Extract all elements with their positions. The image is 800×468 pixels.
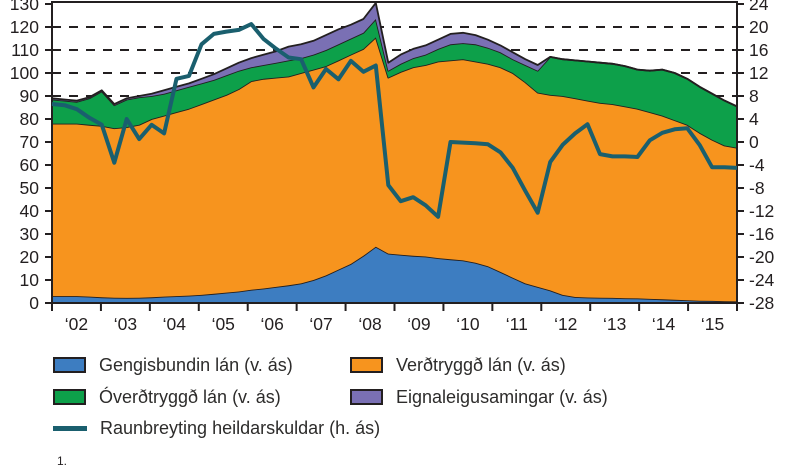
y-right-tick-label: 20 <box>749 17 769 37</box>
legend-swatch-eignaleigusamingar <box>350 389 383 405</box>
y-left-tick-label: 120 <box>10 17 39 37</box>
x-tick-label: ‘07 <box>309 314 332 334</box>
y-right-tick-label: 16 <box>749 40 768 60</box>
real-change-line <box>51 22 738 219</box>
legend-item-overdtryggd: Óverðtryggð lán (v. ás) <box>53 386 281 408</box>
y-right-tick-label: -20 <box>749 247 775 267</box>
y-left-tick-label: 20 <box>20 247 40 267</box>
x-tick-label: ‘13 <box>603 314 626 334</box>
x-tick-label: ‘09 <box>407 314 430 334</box>
y-right-tick-label: 4 <box>749 109 759 129</box>
y-right-tick-label: -8 <box>749 178 765 198</box>
y-axis-left: 0 10 20 30 40 50 60 70 80 90 100 110 120 130 <box>10 0 52 313</box>
y-right-tick-label: 0 <box>749 132 759 152</box>
y-right-tick-label: -24 <box>749 270 775 290</box>
x-tick-label: ‘15 <box>701 314 724 334</box>
x-axis: ‘02 ‘03 ‘04 ‘05 ‘06 ‘07 ‘08 ‘09 ‘10 ‘11 ‘12 ‘13 ‘14 ‘… <box>51 303 738 334</box>
x-tick-label: ‘12 <box>554 314 577 334</box>
y-right-tick-label: -28 <box>749 293 774 313</box>
legend-swatch-overdtryggd <box>53 389 86 405</box>
y-left-tick-label: 50 <box>20 178 40 198</box>
x-tick-label: ‘14 <box>652 314 676 334</box>
legend-label-gengisbundin: Gengisbundin lán (v. ás) <box>99 355 293 375</box>
y-right-tick-label: -16 <box>749 224 774 244</box>
x-tick-label: ‘08 <box>358 314 381 334</box>
legend-item-raunbreyting: Raunbreyting heildarskuldar (h. ás) <box>53 417 380 439</box>
chart-svg: 0102030405060708090100110120130-28-24-20… <box>10 0 775 334</box>
legend-swatch-gengisbundin <box>53 357 86 373</box>
y-right-tick-label: 12 <box>749 63 768 83</box>
legend-item-eignaleigusamingar: Eignaleigusamingar (v. ás) <box>350 386 608 408</box>
x-tick-label: ‘10 <box>456 314 480 334</box>
y-left-tick-label: 130 <box>10 0 39 14</box>
y-left-tick-label: 60 <box>20 155 40 175</box>
legend-label-eignaleigusamingar: Eignaleigusamingar (v. ás) <box>396 387 608 407</box>
x-tick-label: ‘11 <box>506 314 528 334</box>
y-right-tick-label: 8 <box>749 86 759 106</box>
stacked-areas <box>51 2 738 303</box>
y-right-tick-label: 24 <box>749 0 769 14</box>
y-left-tick-label: 80 <box>20 109 40 129</box>
legend-item-verdtryggd: Verðtryggð lán (v. ás) <box>350 354 566 376</box>
legend-swatch-verdtryggd <box>350 357 383 373</box>
y-axis-right: -28 -24 -20 -16 -12 -8 -4 0 4 8 12 16 20 24 <box>737 0 775 313</box>
y-left-tick-label: 70 <box>20 132 40 152</box>
x-tick-label: ‘02 <box>65 314 88 334</box>
x-tick-label: ‘05 <box>212 314 235 334</box>
legend-label-overdtryggd: Óverðtryggð lán (v. ás) <box>99 387 281 407</box>
area-outline-3 <box>51 2 738 108</box>
footnote-fragment: 1. <box>57 454 68 468</box>
area-series-2 <box>52 19 737 148</box>
y-right-tick-label: -12 <box>749 201 774 221</box>
legend-line-swatch-raunbreyting <box>53 425 87 431</box>
y-right-tick-label: -4 <box>749 155 765 175</box>
legend-label-raunbreyting: Raunbreyting heildarskuldar (h. ás) <box>100 418 381 438</box>
x-tick-label: ‘03 <box>114 314 137 334</box>
y-left-tick-label: 40 <box>20 201 40 221</box>
x-tick-label: ‘06 <box>260 314 283 334</box>
y-left-tick-label: 30 <box>20 224 40 244</box>
y-left-tick-label: 0 <box>29 293 39 313</box>
y-left-tick-label: 90 <box>20 86 40 106</box>
area-series-1 <box>52 37 737 302</box>
area-series-0 <box>52 246 737 303</box>
y-left-tick-label: 10 <box>20 270 40 290</box>
legend-label-verdtryggd: Verðtryggð lán (v. ás) <box>396 355 566 375</box>
debt-composition-chart: 0 10 20 30 40 50 60 70 80 90 100 110 120 130 -28 -24 -20… <box>10 0 775 334</box>
y-left-tick-label: 100 <box>10 63 39 83</box>
legend-item-gengisbundin: Gengisbundin lán (v. ás) <box>53 354 293 376</box>
x-tick-label: ‘04 <box>163 314 187 334</box>
y-left-tick-label: 110 <box>11 40 39 60</box>
